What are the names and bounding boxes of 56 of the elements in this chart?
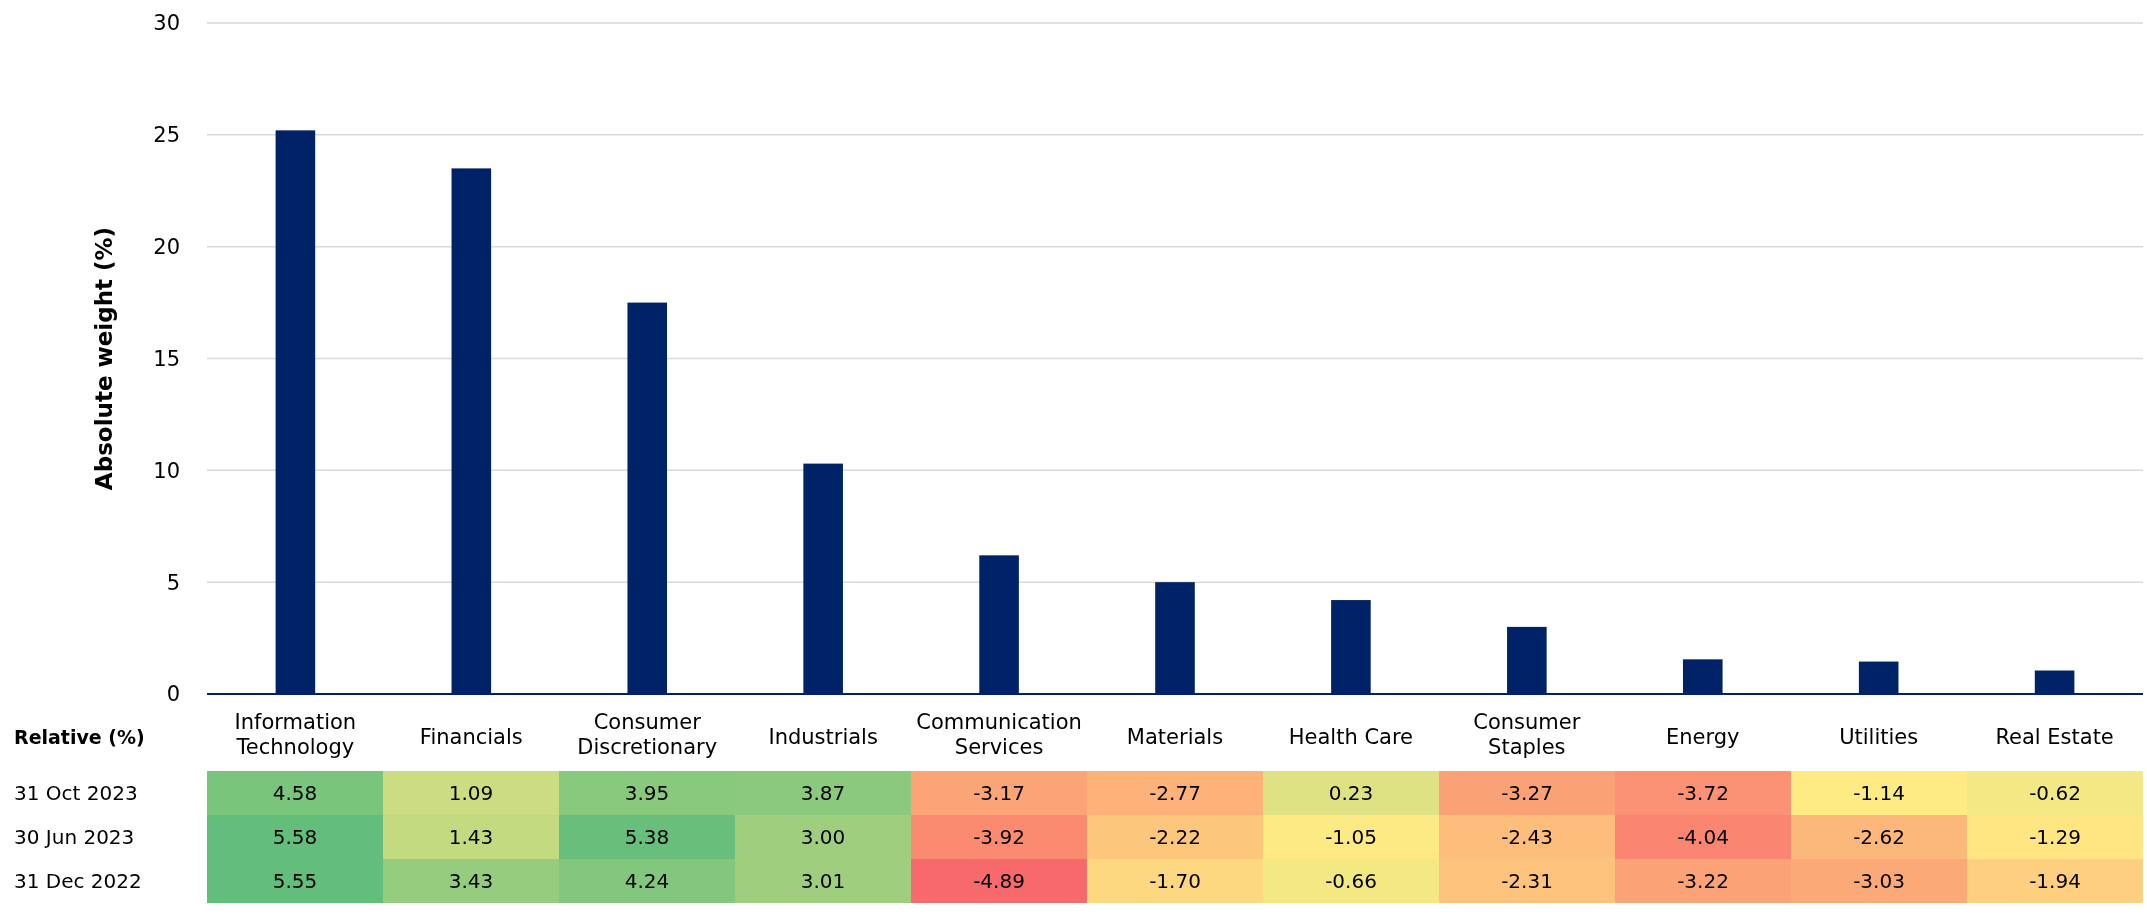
data-label: 5.38 [624, 825, 670, 849]
data-label: -3.03 [1853, 869, 1905, 893]
data-label: -1.70 [1149, 869, 1201, 893]
data-label: 1.09 [448, 781, 494, 805]
x-tick-label: Information Technology [234, 710, 357, 759]
x-tick-label: Utilities [1839, 725, 1919, 749]
data-label: -2.43 [1501, 825, 1553, 849]
data-label: -2.62 [1853, 825, 1905, 849]
y-tick-label: 20 [153, 235, 180, 260]
data-label: 5.55 [272, 869, 318, 893]
chart-title: Relative (%) [14, 726, 145, 748]
data-label: 4.24 [624, 869, 670, 893]
x-tick-label: Industrials [768, 725, 878, 749]
data-label: 3.43 [448, 869, 494, 893]
data-label: -2.31 [1501, 869, 1553, 893]
data-label: 3.01 [800, 869, 846, 893]
y-tick-label: 10 [153, 458, 180, 483]
y-tick-label: 30 [153, 11, 180, 36]
x-tick-label: Health Care [1288, 725, 1414, 749]
y-tick-label: 31 Dec 2022 [14, 869, 142, 893]
data-label: -2.22 [1149, 825, 1201, 849]
data-label: 0.23 [1328, 781, 1374, 805]
y-tick-label: 30 Jun 2023 [14, 825, 135, 849]
y-axis-title: Absolute weight (%) [91, 226, 117, 491]
x-tick-label: Energy [1665, 725, 1740, 749]
data-label: 1.43 [448, 825, 494, 849]
data-label: -1.05 [1325, 825, 1377, 849]
data-label: 3.87 [800, 781, 846, 805]
x-tick-label: Materials [1126, 725, 1224, 749]
y-tick-label: 0 [166, 682, 180, 707]
data-label: -3.92 [973, 825, 1025, 849]
x-tick-label: Real Estate [1995, 725, 2114, 749]
data-label: -1.14 [1853, 781, 1905, 805]
data-label: -0.62 [2029, 781, 2081, 805]
y-tick-label: 5 [166, 570, 180, 595]
data-label: -0.66 [1325, 869, 1377, 893]
x-tick-label: Financials [419, 725, 523, 749]
data-label: -4.04 [1677, 825, 1729, 849]
y-tick-label: 25 [153, 123, 180, 148]
x-tick-label: Consumer Staples [1473, 710, 1581, 759]
x-tick-label: Communication Services [916, 710, 1082, 759]
data-label: 3.00 [800, 825, 846, 849]
data-label: -3.27 [1501, 781, 1553, 805]
x-tick-label: Consumer Discretionary [577, 710, 718, 759]
data-label: 3.95 [624, 781, 670, 805]
data-label: -1.94 [2029, 869, 2081, 893]
data-label: 4.58 [272, 781, 318, 805]
data-label: -4.89 [973, 869, 1025, 893]
data-label: -3.72 [1677, 781, 1729, 805]
data-label: 5.58 [272, 825, 318, 849]
y-tick-label: 31 Oct 2023 [14, 781, 138, 805]
y-tick-label: 15 [153, 346, 180, 371]
data-label: -2.77 [1149, 781, 1201, 805]
data-label: -3.17 [973, 781, 1025, 805]
data-label: -1.29 [2029, 825, 2081, 849]
data-label: -3.22 [1677, 869, 1729, 893]
